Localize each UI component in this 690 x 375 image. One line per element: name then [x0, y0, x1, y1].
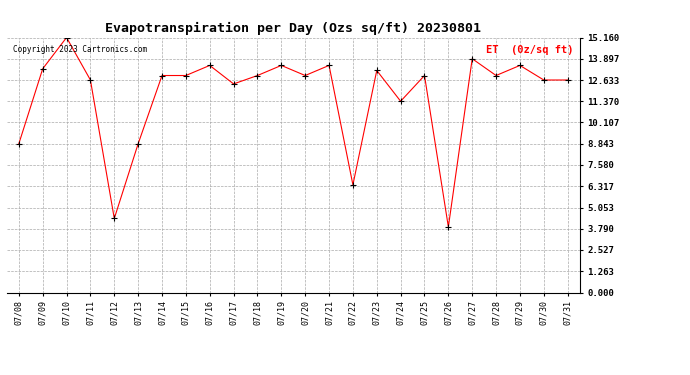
Text: ET  (0z/sq ft): ET (0z/sq ft)	[486, 45, 574, 55]
Text: Copyright 2023 Cartronics.com: Copyright 2023 Cartronics.com	[12, 45, 147, 54]
Title: Evapotranspiration per Day (Ozs sq/ft) 20230801: Evapotranspiration per Day (Ozs sq/ft) 2…	[106, 22, 481, 35]
